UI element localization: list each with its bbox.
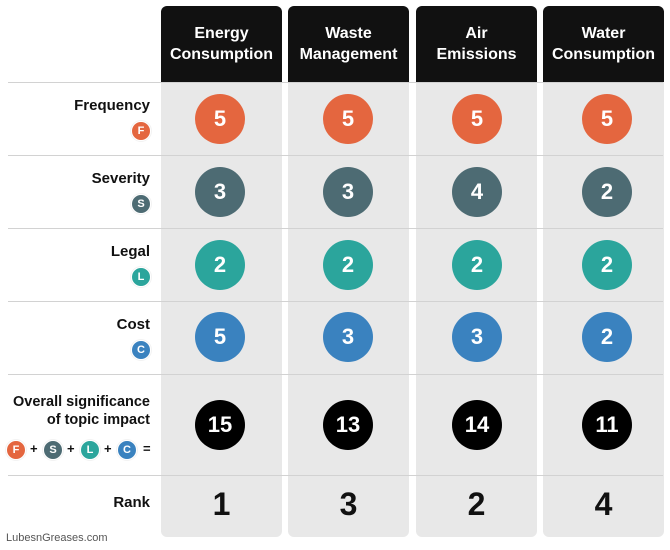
rank-value-water: 4 [594, 486, 613, 522]
overall-value-waste: 13 [323, 400, 373, 450]
row-divider [8, 228, 663, 229]
row-divider [8, 301, 663, 302]
formula-s-badge: S [43, 440, 63, 460]
severity-value-air: 4 [452, 167, 502, 217]
column-header-air: Air Emissions [416, 6, 537, 82]
legal-value-waste: 2 [323, 240, 373, 290]
source-credit: LubesnGreases.com [6, 532, 108, 544]
formula-plus: + [67, 441, 75, 456]
row-label-rank: Rank [113, 494, 150, 511]
row-label-severity: Severity [91, 170, 150, 187]
formula-plus: + [30, 441, 38, 456]
frequency-value-waste: 5 [323, 94, 373, 144]
row-divider [8, 475, 663, 476]
column-header-energy: Energy Consumption [161, 6, 282, 82]
row-divider [8, 155, 663, 156]
formula-l-badge: L [80, 440, 100, 460]
cost-value-waste: 3 [323, 312, 373, 362]
severity-value-waste: 3 [323, 167, 373, 217]
formula-equals: = [143, 441, 151, 456]
legal-value-energy: 2 [195, 240, 245, 290]
severity-value-energy: 3 [195, 167, 245, 217]
formula-c-badge: C [117, 440, 137, 460]
cost-value-air: 3 [452, 312, 502, 362]
row-label-frequency: Frequency [74, 97, 150, 114]
column-header-water: Water Consumption [543, 6, 664, 82]
severity-badge: S [131, 194, 151, 214]
rank-value-air: 2 [467, 486, 486, 522]
column-header-waste: Waste Management [288, 6, 409, 82]
cost-value-water: 2 [582, 312, 632, 362]
row-label-overall: Overall significance of topic impact [12, 394, 150, 428]
rank-value-waste: 3 [339, 486, 358, 522]
legal-value-water: 2 [582, 240, 632, 290]
cost-badge: C [131, 340, 151, 360]
frequency-badge: F [131, 121, 151, 141]
cost-value-energy: 5 [195, 312, 245, 362]
formula-f-badge: F [6, 440, 26, 460]
severity-value-water: 2 [582, 167, 632, 217]
row-divider [8, 82, 663, 83]
row-label-legal: Legal [110, 243, 150, 260]
frequency-value-water: 5 [582, 94, 632, 144]
overall-value-energy: 15 [195, 400, 245, 450]
overall-value-air: 14 [452, 400, 502, 450]
overall-value-water: 11 [582, 400, 632, 450]
frequency-value-air: 5 [452, 94, 502, 144]
legal-badge: L [131, 267, 151, 287]
formula-plus: + [104, 441, 112, 456]
row-divider [8, 374, 663, 375]
frequency-value-energy: 5 [195, 94, 245, 144]
rank-value-energy: 1 [212, 486, 231, 522]
row-label-cost: Cost [116, 316, 150, 333]
legal-value-air: 2 [452, 240, 502, 290]
